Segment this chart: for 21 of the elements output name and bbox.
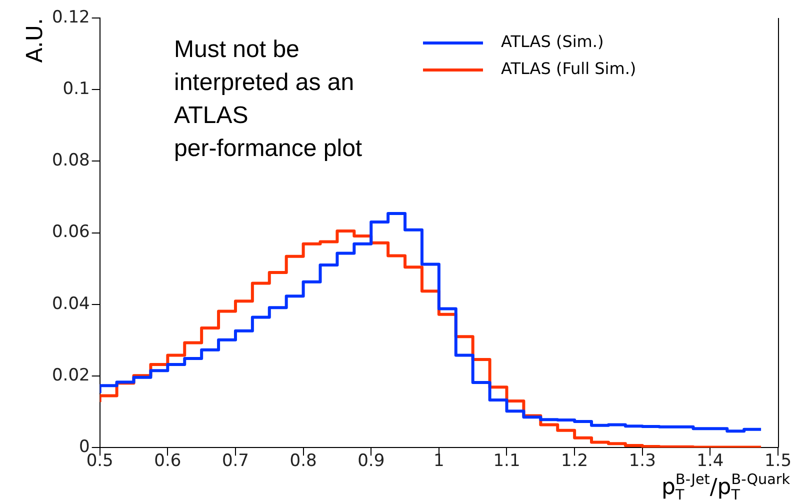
legend-label: ATLAS (Sim.) [501,32,604,52]
y-tick-label: 0.04 [52,294,90,314]
y-tick-label: 0.02 [52,365,90,386]
legend-label: ATLAS (Full Sim.) [501,59,636,78]
y-tick-label: 0.06 [52,222,90,242]
annotation: Must not be interpreted as an ATLAS per-formance plot [174,36,362,162]
x-tick-label: 0.6 [154,451,182,472]
x-tick-label: 0.7 [222,451,250,472]
y-tick-label: 0.12 [52,7,90,28]
y-axis-title: A.U. [23,18,48,63]
x-tick-label: 0.8 [290,451,317,472]
y-tick-label: 0.08 [52,150,90,171]
x-tick-label: 1.1 [493,451,520,472]
x-tick-label: 1.3 [628,451,656,472]
x-tick-label: 0.9 [358,451,385,472]
x-tick-label: 1.5 [764,451,792,472]
y-tick-label: 0.1 [62,79,90,100]
x-tick-label: 1 [434,451,444,472]
x-tick-label: 1.4 [696,451,724,472]
x-tick-label: 0.5 [86,451,114,472]
x-tick-label: 1.2 [561,451,588,472]
